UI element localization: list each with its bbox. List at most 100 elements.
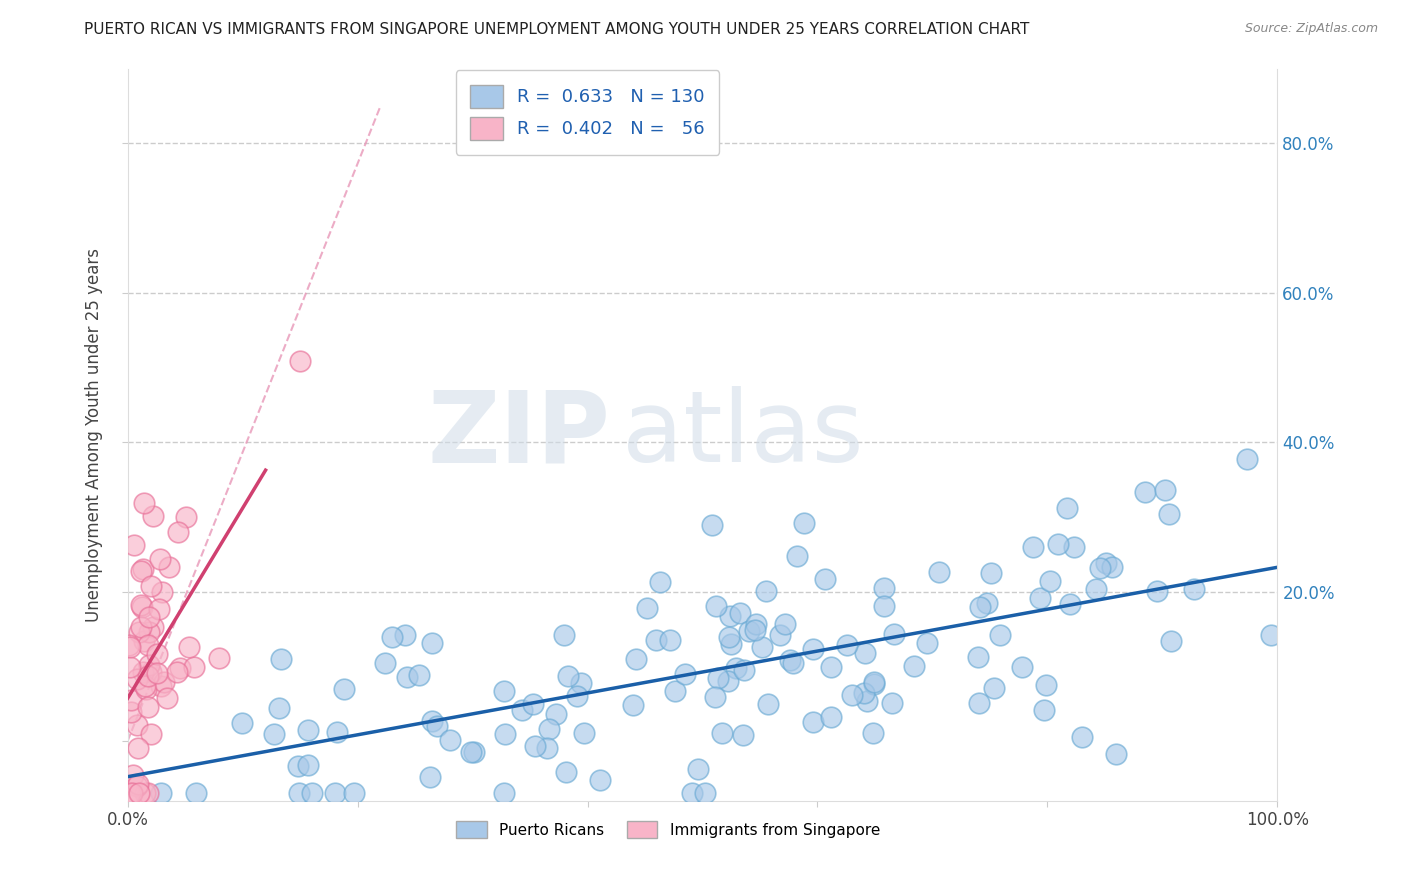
Point [492,786,515,800]
Point [132,665,155,680]
Point [873,581,896,595]
Point [744,623,766,637]
Point [492,683,515,698]
Point [127,777,149,791]
Point [374,657,396,671]
Point [718,609,741,624]
Point [863,677,886,691]
Point [1260,628,1282,642]
Point [326,725,349,739]
Point [420,714,443,728]
Point [702,517,724,532]
Point [426,719,449,733]
Point [967,696,990,710]
Point [1056,501,1078,516]
Point [801,715,824,730]
Point [711,726,734,740]
Point [129,564,152,578]
Point [1085,582,1108,597]
Point [121,786,143,800]
Point [862,726,884,740]
Point [1095,556,1118,570]
Point [263,727,285,741]
Point [1160,634,1182,648]
Point [813,572,835,586]
Point [773,616,796,631]
Point [134,786,156,800]
Point [688,762,710,776]
Point [717,673,740,688]
Point [928,565,950,579]
Point [786,549,808,564]
Point [117,638,139,652]
Point [142,509,165,524]
Point [565,690,588,704]
Point [166,665,188,680]
Point [1022,540,1045,554]
Point [536,741,558,756]
Point [301,786,323,800]
Point [883,627,905,641]
Point [731,728,754,742]
Point [183,660,205,674]
Point [1059,598,1081,612]
Point [546,707,568,722]
Point [903,659,925,673]
Point [555,764,578,779]
Point [333,681,356,696]
Point [737,624,759,638]
Point [988,627,1011,641]
Point [138,786,160,800]
Point [751,640,773,654]
Point [323,786,346,800]
Point [134,495,156,509]
Point [128,625,150,640]
Point [664,684,686,698]
Point [131,599,153,614]
Point [853,686,876,700]
Point [1063,540,1085,554]
Point [720,637,742,651]
Point [983,681,1005,696]
Point [707,671,730,685]
Point [157,560,180,574]
Point [153,675,176,690]
Point [174,510,197,524]
Point [127,741,149,756]
Point [142,620,165,634]
Point [120,706,142,720]
Point [138,609,160,624]
Point [120,660,142,674]
Point [231,715,253,730]
Point [287,759,309,773]
Text: ZIP: ZIP [427,386,610,483]
Point [745,617,768,632]
Point [460,745,482,759]
Point [706,599,728,613]
Point [1236,452,1258,467]
Point [141,579,163,593]
Point [267,701,290,715]
Point [703,690,725,705]
Point [138,638,160,652]
Point [1029,591,1052,605]
Point [125,718,148,732]
Text: atlas: atlas [621,386,863,483]
Point [270,652,292,666]
Point [208,650,231,665]
Point [1146,584,1168,599]
Point [553,628,575,642]
Point [129,620,152,634]
Point [1011,660,1033,674]
Point [150,585,173,599]
Point [557,669,579,683]
Point [167,525,190,540]
Point [855,694,877,708]
Point [146,666,169,681]
Point [522,697,544,711]
Point [1182,582,1205,596]
Point [538,723,561,737]
Point [820,659,842,673]
Point [149,679,172,693]
Point [728,606,751,620]
